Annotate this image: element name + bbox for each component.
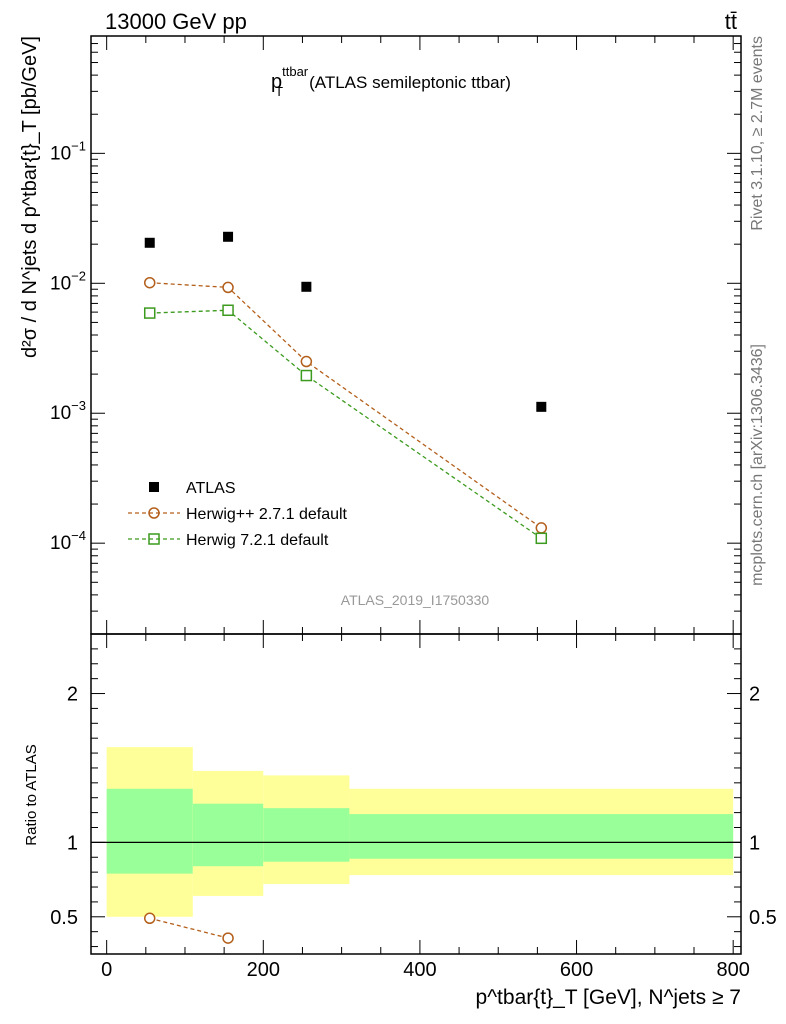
ratio-y-tick-label-right: 2 [749, 684, 760, 706]
analysis-tag: ATLAS_2019_I1750330 [341, 592, 490, 608]
herwigpp-point [535, 522, 548, 534]
y-tick-label: 10−1 [50, 138, 86, 164]
data-series [143, 231, 548, 944]
herwigpp-point [300, 355, 313, 368]
x-tick-label: 200 [247, 959, 280, 981]
y-tick-label: 10−2 [50, 268, 86, 294]
atlas-point [536, 401, 547, 412]
main-y-axis-label: d²σ / d N^jets d p^tbar{t}_T [pb/GeV] [19, 36, 41, 358]
band-inner [106, 788, 193, 874]
atlas-point [223, 231, 234, 242]
herwig7-point [300, 369, 313, 382]
ratio-panel-frame [90, 633, 742, 955]
legend-marker-herwig7 [148, 533, 160, 545]
x-tick-label: 800 [716, 959, 749, 981]
ratio-y-tick-label-right: 1 [749, 832, 760, 854]
ratio-herwigpp-point [222, 932, 234, 944]
x-tick-label: 400 [403, 959, 436, 981]
atlas-point [301, 281, 312, 292]
ratio-y-tick-label: 2 [67, 684, 78, 706]
herwig7-point [535, 532, 548, 545]
title-rest: (ATLAS semileptonic ttbar) [309, 73, 511, 92]
legend-label-herwigpp: Herwig++ 2.7.1 default [186, 506, 348, 523]
x-tick-label: 0 [101, 959, 112, 981]
band-inner [263, 808, 350, 862]
legend-label-herwig7: Herwig 7.2.1 default [186, 532, 329, 549]
x-tick-label: 600 [560, 959, 593, 981]
legend-marker-atlas [149, 482, 159, 492]
series-line [149, 309, 542, 539]
ratio-y-tick-label: 0.5 [50, 907, 78, 929]
ratio-bands [91, 747, 741, 917]
ratio-y-tick-label: 1 [67, 832, 78, 854]
legend: ATLAS Herwig++ 2.7.1 default Herwig 7.2.… [128, 480, 348, 549]
series-line [149, 282, 542, 529]
herwig7-point [143, 307, 156, 319]
y-tick-label: 10−4 [50, 528, 86, 554]
axis-ticks: 10−4 10−3 10−2 10−1 0.5 0.5 1 1 2 2 0 200 400 600 800 [50, 35, 777, 981]
herwig7-point [222, 304, 234, 317]
legend-label-atlas: ATLAS [186, 480, 236, 497]
band-inner [349, 814, 734, 859]
process-label: tt̄ [725, 9, 737, 34]
main-title: pttbar T (ATLAS semileptonic ttbar) [271, 64, 511, 99]
rivet-label: Rivet 3.1.10, ≥ 2.7M events [749, 36, 766, 231]
ratio-herwigpp-point [143, 912, 156, 925]
title-sub: T [275, 84, 283, 99]
ratio-series-line [149, 917, 229, 939]
mcplots-label: mcplots.cern.ch [arXiv:1306.3436] [749, 344, 766, 586]
ratio-y-tick-label-right: 0.5 [749, 907, 777, 929]
herwigpp-point [222, 281, 234, 294]
atlas-point [144, 237, 155, 248]
herwigpp-point [143, 276, 156, 289]
legend-marker-herwigpp [148, 507, 160, 519]
ratio-y-axis-label: Ratio to ATLAS [23, 744, 40, 845]
x-axis-label: p^tbar{t}_T [GeV], N^jets ≥ 7 [476, 986, 741, 1009]
y-tick-label: 10−3 [50, 398, 86, 424]
title-p: p [271, 71, 282, 93]
title-sup: ttbar [282, 64, 309, 79]
band-inner [192, 803, 264, 867]
energy-label: 13000 GeV pp [105, 9, 247, 34]
